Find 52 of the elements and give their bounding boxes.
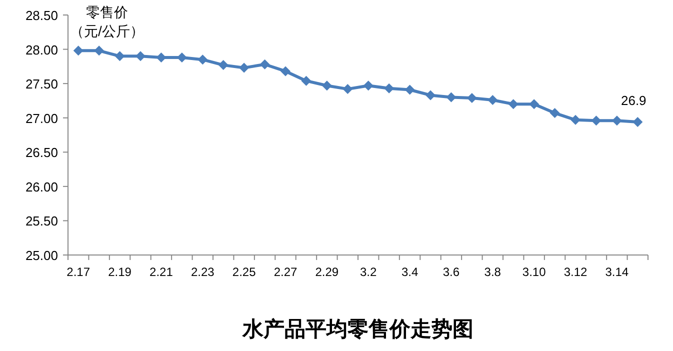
x-tick-label: 2.29 — [315, 265, 339, 279]
text: 水产品平均零售价走势图 — [242, 317, 474, 341]
y-tick-label: 25.00 — [25, 248, 58, 263]
point — [260, 59, 270, 70]
point — [198, 54, 208, 65]
y-axis-title: 零售价（元/公斤） — [70, 4, 144, 39]
point — [426, 90, 436, 100]
point — [94, 46, 104, 56]
x-tick-label: 3.12 — [564, 265, 588, 279]
x-tick-label: 2.19 — [108, 265, 132, 279]
y-tick-label: 26.00 — [25, 179, 58, 194]
point — [322, 80, 332, 91]
point — [591, 116, 602, 126]
point — [529, 99, 540, 110]
point — [404, 84, 415, 95]
point — [239, 62, 250, 73]
data-label: 26.9 — [620, 92, 646, 108]
point — [384, 83, 394, 94]
y-tick-label: 26.50 — [25, 145, 58, 160]
point — [446, 92, 456, 102]
x-tick-label: 3.14 — [605, 265, 629, 279]
point — [218, 60, 228, 70]
x-tick-label: 2.21 — [150, 265, 174, 279]
point — [114, 51, 125, 62]
point — [301, 76, 312, 86]
point — [156, 52, 166, 63]
x-tick-label: 2.27 — [274, 265, 298, 279]
point — [508, 99, 518, 110]
y-tick-label: 27.00 — [25, 110, 58, 126]
y-tick-label: 28.50 — [25, 8, 58, 23]
y-tick-label: 28.00 — [25, 42, 58, 58]
x-tick-label: 2.25 — [232, 265, 256, 279]
x-tick-label: 3.8 — [484, 265, 502, 279]
x-tick-label: 3.6 — [442, 265, 460, 279]
point — [612, 116, 622, 126]
point — [570, 114, 580, 125]
point — [280, 66, 290, 76]
point — [342, 84, 353, 94]
x-tick-label: 3.2 — [360, 265, 378, 279]
point — [466, 92, 477, 103]
x-tick-label: 2.17 — [66, 265, 90, 279]
point — [632, 116, 643, 127]
point — [363, 80, 374, 91]
y-tick-label: 27.50 — [25, 76, 58, 92]
point — [136, 51, 146, 62]
x-tick-label: 3.4 — [401, 265, 418, 279]
point — [550, 108, 560, 118]
point — [488, 95, 498, 106]
point — [73, 46, 84, 56]
x-tick-label: 2.23 — [190, 265, 215, 279]
x-tick-label: 3.10 — [522, 265, 546, 279]
y-tick-label: 25.50 — [25, 214, 58, 229]
